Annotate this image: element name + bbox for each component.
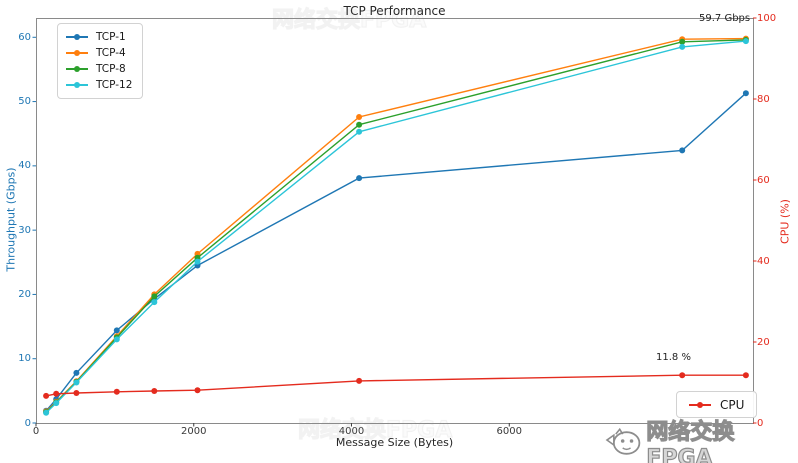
y-left-tick-label: 0: [24, 417, 31, 429]
point-TCP-1-8192: [679, 147, 686, 154]
point-CPU-256: [53, 390, 60, 397]
legend-marker-tcp-1: [66, 34, 88, 40]
watermark: 网络交换FPGA: [604, 414, 798, 463]
y-right-tick-label: 20: [757, 336, 770, 348]
legend-label-tcp-4: TCP-4: [96, 47, 126, 59]
throughput-legend: TCP-1 TCP-4 TCP-8 TCP-12: [57, 23, 144, 99]
point-CPU-128: [43, 392, 50, 399]
line-CPU: [45, 374, 746, 397]
point-CPU-512: [73, 390, 80, 396]
legend-label-tcp-1: TCP-1: [96, 31, 126, 43]
mascot-logo-icon: [605, 427, 641, 455]
point-TCP-1-512: [73, 369, 80, 376]
cpu-legend: CPU: [676, 391, 758, 418]
x-tick-label: 4000: [338, 426, 365, 437]
y-left-tick-label: 30: [18, 224, 31, 236]
plot-border: [36, 18, 754, 424]
legend-item-tcp-8: TCP-8: [66, 61, 132, 77]
line-TCP-1: [45, 92, 747, 412]
point-TCP-1-9000: [742, 90, 749, 97]
legend-label-tcp-8: TCP-8: [96, 63, 126, 75]
peak-cpu-annotation: 11.8 %: [656, 352, 691, 363]
y-right-tick-label: 40: [757, 255, 770, 267]
peak-throughput-annotation: 59.7 Gbps: [699, 13, 751, 24]
point-TCP-12-8192: [679, 43, 686, 50]
legend-marker-tcp-8: [66, 66, 88, 72]
point-TCP-12-1500: [151, 299, 158, 306]
x-axis-label: Message Size (Bytes): [335, 436, 454, 449]
point-CPU-1024: [113, 388, 120, 395]
y-right-tick-label: 60: [757, 174, 770, 186]
watermark-ghost: 网络交换FPGA: [271, 7, 427, 33]
x-tick-label: 6000: [496, 426, 522, 437]
point-CPU-4096: [356, 377, 363, 384]
point-TCP-12-128: [43, 409, 50, 416]
legend-item-tcp-12: TCP-12: [66, 77, 132, 93]
legend-item-tcp-4: TCP-4: [66, 45, 132, 61]
watermark-ghost: 网络交换FPGA: [297, 417, 453, 443]
y-left-tick-label: 20: [18, 288, 31, 300]
y-right-tick-label: 0: [757, 417, 764, 429]
y-right-tick-label: 80: [757, 93, 770, 105]
point-TCP-1-1024: [113, 327, 120, 334]
point-CPU-8192: [679, 372, 686, 379]
line-TCP-8: [45, 39, 746, 413]
point-TCP-12-256: [53, 400, 60, 407]
point-TCP-12-2048: [194, 258, 201, 265]
legend-label-cpu: CPU: [720, 397, 745, 412]
point-TCP-8-8192: [679, 38, 686, 45]
x-tick-label: 0: [32, 426, 40, 437]
line-TCP-4: [45, 37, 746, 412]
line-TCP-12: [45, 40, 746, 414]
y-left-tick-label: 50: [18, 96, 31, 108]
legend-item-tcp-1: TCP-1: [66, 29, 132, 45]
y-right-tick-label: 100: [757, 12, 777, 24]
y-left-tick-label: 60: [18, 31, 31, 43]
point-TCP-4-4096: [356, 114, 363, 120]
y-right-axis-label: CPU (%): [778, 199, 792, 244]
point-TCP-12-512: [73, 379, 80, 386]
point-TCP-12-9000: [742, 38, 749, 45]
y-left-tick-label: 40: [18, 160, 31, 172]
y-left-tick-label: 10: [18, 353, 31, 365]
chart-title: TCP Performance: [343, 4, 446, 18]
point-TCP-12-4096: [356, 128, 363, 135]
point-CPU-1500: [151, 388, 158, 394]
point-TCP-12-1024: [113, 336, 120, 343]
point-TCP-8-1500: [151, 293, 158, 300]
x-tick-label: 2000: [181, 426, 207, 437]
point-TCP-8-4096: [356, 121, 363, 128]
legend-marker-tcp-12: [66, 82, 88, 88]
legend-label-tcp-12: TCP-12: [96, 79, 133, 91]
legend-marker-cpu: [689, 401, 711, 408]
point-CPU-9000: [742, 372, 749, 379]
point-TCP-1-4096: [356, 175, 363, 182]
watermark-text: 网络交换FPGA: [646, 419, 735, 463]
point-CPU-2048: [194, 387, 201, 394]
legend-marker-tcp-4: [66, 50, 88, 56]
